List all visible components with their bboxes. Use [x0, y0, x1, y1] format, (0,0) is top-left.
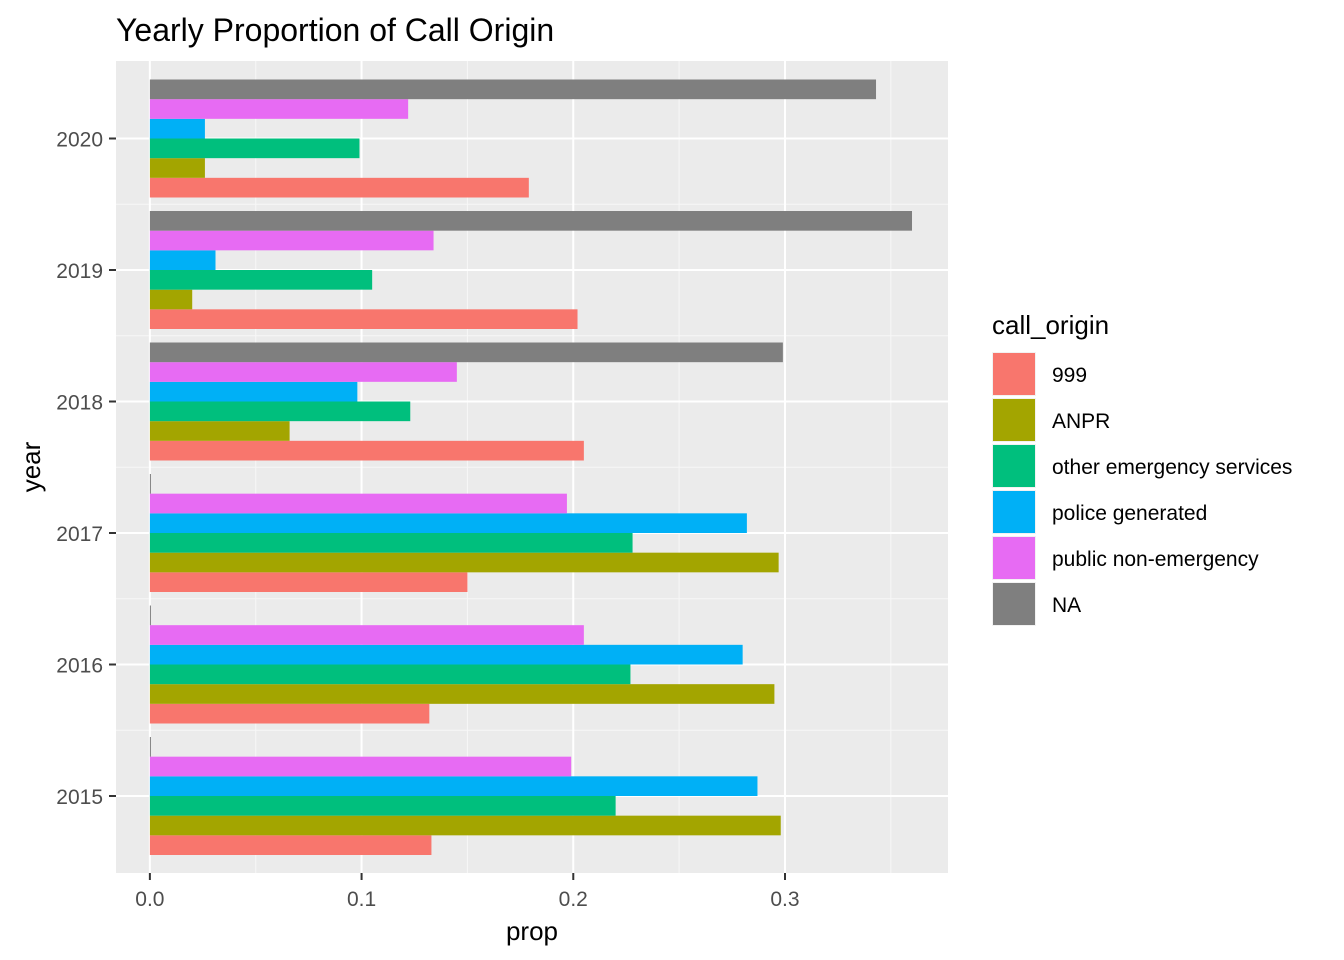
bar	[149, 625, 584, 645]
legend-title: call_origin	[992, 310, 1109, 340]
x-tick-label: 0.1	[347, 888, 376, 911]
x-axis-title: prop	[506, 916, 558, 946]
bar	[149, 270, 373, 290]
bar	[149, 644, 743, 665]
bar	[149, 776, 758, 796]
bar	[149, 421, 290, 441]
bar	[149, 552, 779, 573]
bar	[149, 138, 360, 159]
y-tick-label: 2015	[56, 786, 103, 809]
y-tick-label: 2018	[56, 392, 103, 415]
x-tick-label: 0.3	[770, 888, 799, 911]
bar	[149, 118, 205, 139]
bar	[149, 664, 631, 685]
bar	[149, 756, 572, 777]
legend-label: ANPR	[1052, 410, 1110, 433]
y-axis: 2015 2016 2017 2018 2019 2020	[56, 129, 116, 809]
legend: call_origin 999 ANPR other emergency servi…	[992, 310, 1292, 626]
x-tick-label: 0.0	[135, 888, 164, 911]
bar	[149, 815, 781, 836]
legend-key	[993, 537, 1035, 579]
bar	[149, 79, 877, 100]
bar	[149, 737, 151, 757]
bar	[149, 211, 913, 231]
legend-label: public non-emergency	[1052, 548, 1259, 571]
bar	[149, 362, 457, 382]
bar	[149, 381, 358, 402]
chart-title: Yearly Proportion of Call Origin	[116, 12, 554, 48]
bar	[149, 158, 205, 178]
bar	[149, 99, 409, 119]
legend-label: NA	[1052, 594, 1081, 617]
bar	[149, 309, 578, 329]
bar	[149, 474, 151, 494]
bar	[149, 342, 783, 363]
bar	[149, 513, 747, 533]
legend-key	[993, 491, 1035, 533]
x-tick-label: 0.2	[559, 888, 588, 911]
bar	[149, 703, 430, 724]
bar	[149, 401, 411, 422]
bar	[149, 572, 468, 592]
bar	[149, 289, 193, 310]
y-tick-label: 2019	[56, 260, 103, 283]
legend-key	[993, 353, 1035, 395]
bar	[149, 230, 434, 251]
bar	[149, 440, 584, 461]
y-axis-title: year	[16, 441, 46, 492]
legend-label: 999	[1052, 364, 1087, 387]
bar	[149, 533, 633, 553]
bar	[149, 177, 529, 198]
legend-key	[993, 399, 1035, 441]
bar	[149, 605, 151, 626]
bars	[149, 79, 913, 855]
bar	[149, 493, 567, 514]
x-axis: 0.0 0.1 0.2 0.3	[135, 873, 800, 911]
y-tick-label: 2016	[56, 655, 103, 678]
bar	[149, 250, 216, 270]
legend-key	[993, 583, 1035, 625]
bar	[149, 796, 616, 816]
legend-label: police generated	[1052, 502, 1207, 525]
y-tick-label: 2020	[56, 129, 103, 152]
y-tick-label: 2017	[56, 523, 103, 546]
legend-key	[993, 445, 1035, 487]
legend-items: 999 ANPR other emergency services police ge…	[992, 352, 1292, 626]
legend-label: other emergency services	[1052, 456, 1292, 479]
bar	[149, 835, 432, 855]
bar	[149, 684, 775, 704]
